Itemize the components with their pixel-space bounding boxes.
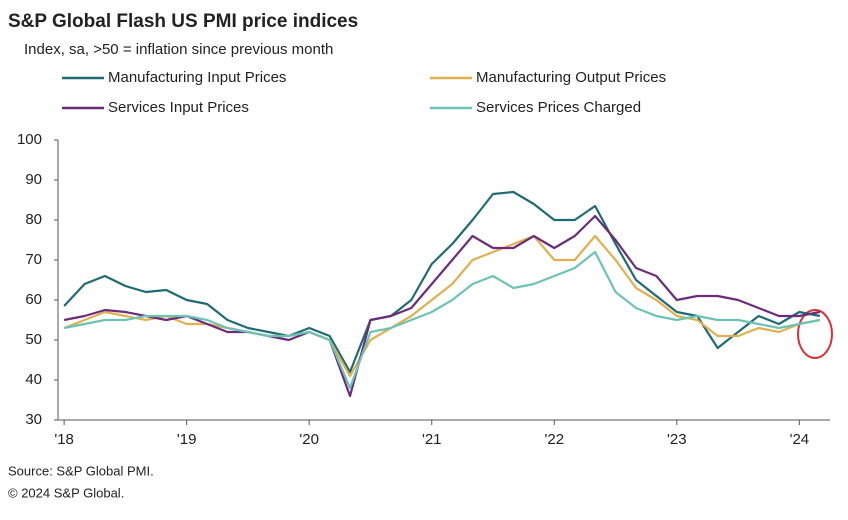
y-tick-label: 80 (25, 211, 42, 228)
y-tick-label: 60 (25, 291, 42, 308)
y-tick-label: 70 (25, 251, 42, 268)
legend-label: Services Input Prices (108, 99, 249, 116)
legend-label: Manufacturing Input Prices (108, 69, 286, 86)
series-line (63, 190, 821, 374)
x-tick-label: '21 (422, 431, 442, 448)
x-tick-label: '20 (299, 431, 319, 448)
x-tick-label: '23 (667, 431, 687, 448)
y-tick-label: 40 (25, 371, 42, 388)
series-line (63, 234, 821, 378)
legend-label: Services Prices Charged (476, 99, 641, 116)
chart-title: S&P Global Flash US PMI price indices (8, 11, 358, 32)
x-tick-label: '18 (54, 431, 74, 448)
highlight-ellipse (797, 309, 833, 359)
chart-subtitle: Index, sa, >50 = inflation since previou… (24, 41, 333, 58)
y-tick-label: 50 (25, 331, 42, 348)
legend-label: Manufacturing Output Prices (476, 69, 666, 86)
x-tick-label: '24 (790, 431, 810, 448)
x-tick-label: '19 (177, 431, 197, 448)
y-tick-label: 90 (25, 171, 42, 188)
x-tick-label: '22 (545, 431, 565, 448)
series-line (63, 250, 821, 390)
y-tick-label: 30 (25, 411, 42, 428)
copyright-note: © 2024 S&P Global. (8, 485, 124, 500)
source-note: Source: S&P Global PMI. (8, 463, 154, 478)
y-tick-label: 100 (17, 131, 42, 148)
